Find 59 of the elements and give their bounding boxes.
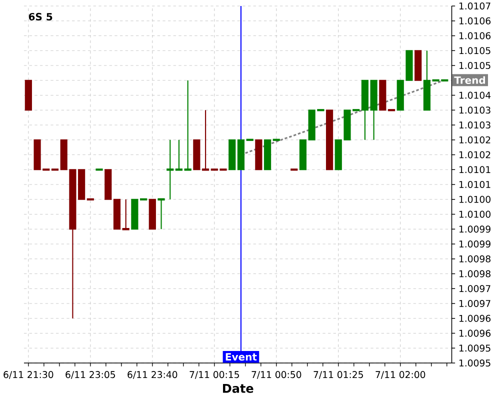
annotation: Event	[226, 353, 257, 361]
candlestick	[379, 80, 386, 111]
x-tick-label: 7/11 00:50	[252, 371, 302, 379]
y-tick-label: 1.0103	[459, 121, 490, 129]
y-tick-label: 1.0102	[459, 151, 490, 158]
y-tick-label: 1.0098	[459, 255, 490, 262]
candlestick	[193, 139, 200, 170]
x-tick-label: 7/11 01:25	[314, 371, 363, 379]
y-tick-label: 1.0106	[459, 32, 491, 40]
y-tick-label: 1.0104	[459, 92, 491, 99]
candlestick	[122, 198, 130, 230]
y-tick-label: 1.0095	[459, 359, 490, 367]
text: 6S 5	[28, 12, 52, 20]
y-tick-label: 1.0101	[459, 180, 490, 188]
candlestick	[166, 139, 174, 200]
y-tick-label: 1.0107	[459, 2, 490, 10]
candlestick	[202, 110, 210, 171]
y-tick-label: 1.0100	[459, 196, 490, 203]
y-tick-label: 1.0099	[459, 226, 490, 233]
candlestick	[78, 169, 86, 200]
y-tick-label: 1.0096	[459, 314, 491, 322]
y-tick-label: 1.0103	[459, 106, 490, 114]
series-label: Trend	[454, 76, 486, 84]
candlestick	[184, 80, 192, 171]
candlestick	[423, 50, 430, 111]
candlestick	[361, 80, 368, 140]
y-tick-label: 1.0095	[459, 344, 490, 352]
y-tick-label: 1.0097	[459, 285, 490, 292]
x-tick-label: 6/11 21:30	[4, 371, 54, 379]
x-tick-label: 7/11 00:15	[190, 371, 239, 379]
y-tick-label: 1.0106	[459, 17, 491, 24]
x-tick-label: 6/11 23:05	[66, 371, 115, 379]
candlestick	[175, 139, 183, 171]
candlestick	[299, 139, 307, 170]
candlestick	[264, 139, 272, 170]
x-axis-title: Date	[223, 384, 254, 393]
y-tick-label: 1.0102	[459, 136, 490, 144]
x-tick-label: 7/11 02:00	[376, 371, 426, 379]
y-tick-label: 1.0097	[459, 300, 490, 308]
candlestick	[113, 198, 121, 230]
y-tick-label: 1.0099	[459, 240, 490, 248]
candlestick	[24, 80, 32, 111]
x-tick-label: 6/11 23:40	[128, 371, 178, 379]
y-tick-label: 1.0098	[459, 270, 490, 278]
candlestick	[255, 139, 262, 170]
candlestick	[326, 110, 334, 170]
candlestick	[148, 198, 156, 230]
candlestick	[228, 139, 236, 170]
y-tick-label: 1.0105	[459, 47, 490, 54]
candlestick	[237, 139, 245, 170]
candlestick	[414, 50, 422, 81]
y-tick-label: 1.0105	[459, 62, 490, 70]
candlestick	[104, 169, 112, 200]
candlestick	[131, 198, 138, 230]
candlestick	[370, 80, 378, 140]
candlestick	[158, 198, 165, 230]
y-tick-label: 1.0096	[459, 330, 491, 337]
y-tick-label: 1.0100	[459, 210, 490, 218]
y-tick-label: 1.0101	[459, 166, 490, 174]
